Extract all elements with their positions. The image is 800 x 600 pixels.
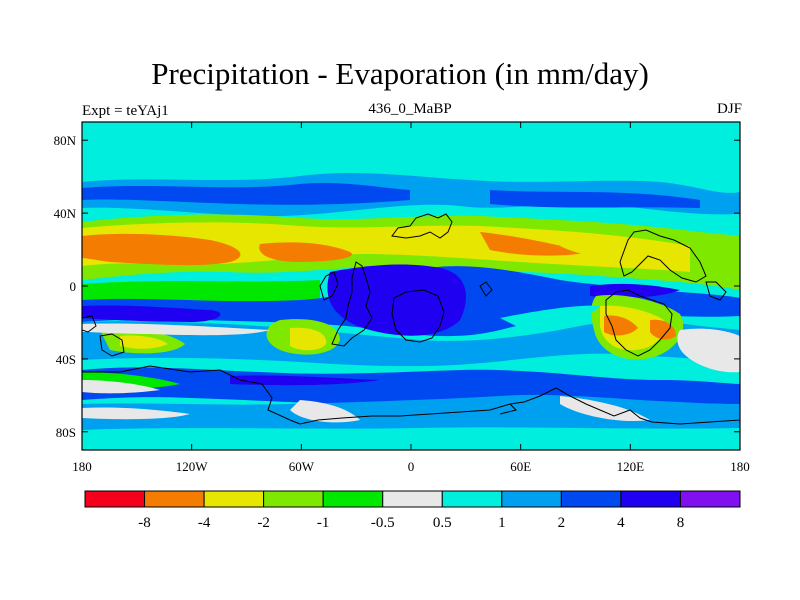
continent-outlines bbox=[82, 213, 740, 425]
y-tick-label: 80S bbox=[56, 425, 76, 440]
x-tick-label: 60W bbox=[289, 459, 315, 474]
colorbar-tick-label: -0.5 bbox=[371, 515, 395, 531]
colorbar-swatch bbox=[501, 490, 562, 508]
colorbar-swatch bbox=[679, 490, 741, 508]
colorbar-swatch bbox=[203, 490, 265, 508]
colorbar-swatch bbox=[441, 490, 503, 508]
x-tick-label: 180 bbox=[72, 459, 92, 474]
y-tick-label: 40N bbox=[54, 206, 77, 221]
colorbar-swatch bbox=[84, 490, 146, 508]
colorbar-swatch bbox=[620, 490, 681, 508]
colorbar-tick-label: 1 bbox=[498, 515, 506, 531]
experiment-label: Expt = teYAj1 bbox=[82, 103, 169, 119]
colorbar-tick-label: -4 bbox=[198, 515, 211, 531]
plot-title: Precipitation - Evaporation (in mm/day) bbox=[151, 56, 649, 91]
y-tick-label: 0 bbox=[70, 279, 77, 294]
colorbar: -8 -4 -2 -1 -0.5 0.5 1 2 4 8 bbox=[84, 490, 741, 531]
x-tick-label: 120E bbox=[617, 459, 645, 474]
colorbar-swatch bbox=[560, 490, 622, 508]
colorbar-tick-label: 4 bbox=[617, 515, 625, 531]
colorbar-tick-label: 0.5 bbox=[433, 515, 452, 531]
x-tick-label: 60E bbox=[510, 459, 531, 474]
colorbar-swatch bbox=[263, 490, 324, 508]
season-label: DJF bbox=[716, 101, 742, 117]
colorbar-swatch bbox=[322, 490, 384, 508]
colorbar-swatch bbox=[144, 490, 205, 508]
y-tick-label: 40S bbox=[56, 352, 76, 367]
longitude-axis: 180 120W 60W 0 60E 120E 180 bbox=[72, 122, 750, 474]
colorbar-swatch bbox=[382, 490, 443, 508]
x-tick-label: 180 bbox=[730, 459, 750, 474]
x-tick-label: 120W bbox=[176, 459, 209, 474]
period-label: 436_0_MaBP bbox=[368, 101, 452, 117]
pe-field bbox=[82, 122, 740, 450]
latitude-axis: 80N 40N 0 40S 80S bbox=[54, 133, 740, 440]
colorbar-tick-label: -1 bbox=[317, 515, 330, 531]
colorbar-tick-label: 8 bbox=[677, 515, 685, 531]
x-tick-label: 0 bbox=[408, 459, 415, 474]
y-tick-label: 80N bbox=[54, 133, 77, 148]
colorbar-tick-label: 2 bbox=[558, 515, 566, 531]
colorbar-tick-label: -8 bbox=[138, 515, 151, 531]
colorbar-tick-label: -2 bbox=[257, 515, 270, 531]
